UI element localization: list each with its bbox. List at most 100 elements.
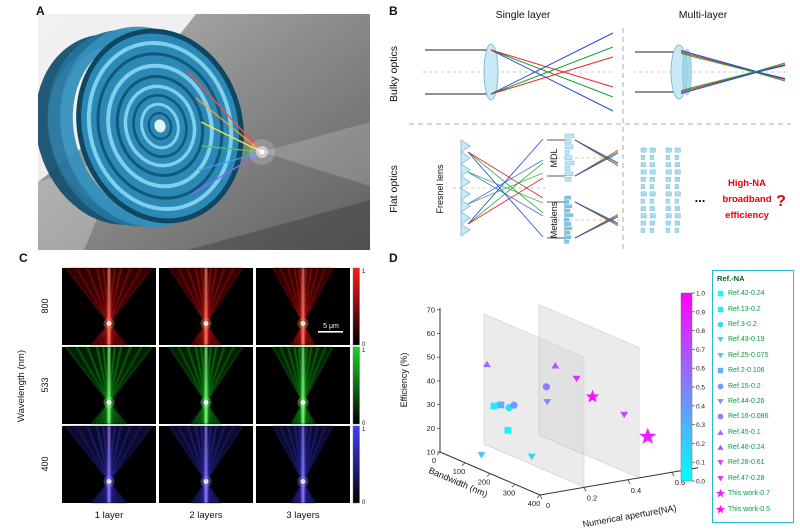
triangle-up-icon [717, 444, 724, 450]
rect-shape [640, 162, 646, 168]
rect-shape [674, 184, 679, 189]
square-icon [717, 367, 724, 374]
question-mark: ? [776, 193, 786, 210]
line-shape [290, 267, 334, 346]
colorbar-tick-label: 0.3 [696, 422, 705, 429]
exit-beam [262, 122, 370, 186]
colorbar-max: 1 [362, 269, 366, 275]
rect-shape [640, 228, 645, 233]
legend-entry: Ref.42-0.24 [715, 286, 793, 301]
colorbar-green [352, 346, 360, 425]
legend-entries: Ref.42-0.24 Ref.13-0.2 Ref.3-0.2 Ref.43-0.1… [715, 286, 793, 517]
rect-shape [649, 206, 655, 211]
square-marker [717, 367, 724, 374]
focusing-rainbow-rays [187, 71, 263, 195]
rect-shape [674, 228, 679, 233]
colorbar-max: 1 [362, 427, 366, 433]
rect-shape [564, 139, 572, 144]
line-shape [201, 425, 217, 504]
star-marker [715, 488, 726, 498]
rect-shape [649, 213, 656, 219]
line-shape [187, 425, 214, 504]
line-shape [91, 346, 153, 425]
rect-shape [649, 169, 656, 175]
fresnel-lens-element [460, 139, 471, 237]
metalens-rays [574, 201, 619, 239]
rect-shape [565, 226, 573, 231]
focal-spot [203, 320, 209, 327]
square-marker [717, 306, 724, 312]
beam-pattern [65, 425, 153, 504]
legend-entry: This work-0.5 [715, 501, 793, 516]
bandwidth-tick-label: 300 [503, 488, 516, 497]
sim-image-800nm-3-layer [256, 267, 350, 346]
rect-shape [665, 147, 672, 153]
line-shape [539, 494, 543, 500]
legend-entry-label: Ref.15-0.2 [728, 382, 761, 390]
legend-entry-label: Ref.2-0.106 [728, 367, 765, 375]
triangle-down-icon [717, 337, 724, 343]
focal-spot [203, 399, 209, 406]
legend-entry: Ref.28-0.61 [715, 455, 793, 470]
legend-entry: Ref.3-0.2 [715, 317, 793, 332]
line-shape [100, 346, 132, 425]
doublet-lens-back [682, 48, 692, 96]
rect-shape [649, 184, 654, 189]
line-shape [76, 267, 123, 346]
efficiency-tick-label: 50 [427, 353, 435, 362]
rect-shape [565, 200, 570, 204]
rect-shape [565, 195, 572, 200]
circle-marker [717, 413, 724, 420]
rect-shape [665, 191, 672, 197]
beam-pattern [65, 267, 153, 346]
triangle-up-icon [717, 429, 724, 435]
na-tick-label: 0.4 [631, 486, 641, 495]
rect-shape [649, 176, 655, 182]
triangle-down-marker [717, 337, 724, 343]
beam-pattern [65, 346, 153, 425]
triangle-up-marker [717, 429, 724, 435]
circle-icon [717, 383, 724, 389]
panel-c-simulations: Wavelength (nm) 800 533 400 1 0 1 0 1 0 … [15, 253, 387, 530]
line-shape [76, 346, 123, 425]
scatter-point [542, 383, 551, 391]
rect-shape [665, 169, 672, 175]
line-shape [290, 346, 334, 425]
scatter-point [510, 401, 518, 409]
rect-shape [674, 155, 679, 160]
rect-shape [565, 231, 571, 235]
scatter-point [543, 399, 552, 406]
legend-entry: Ref.13-0.2 [715, 301, 793, 316]
panel-label-c: C [19, 251, 28, 265]
line-shape [86, 346, 118, 425]
rect-shape [640, 198, 645, 204]
legend-entry: Ref.2-0.106 [715, 363, 793, 378]
line-shape [103, 346, 122, 425]
line-shape [96, 267, 115, 346]
fresnel-rays [467, 138, 544, 238]
beam-pattern [272, 425, 334, 504]
rect-shape [649, 220, 655, 226]
scatter-point [527, 453, 536, 461]
line-shape [272, 346, 316, 425]
bandwidth-tick-label: 200 [478, 478, 491, 487]
line-shape [76, 425, 123, 504]
line-shape [279, 346, 313, 425]
legend-entry-label: Ref.3-0.2 [728, 320, 757, 328]
legend-entry: Ref.16-0.086 [715, 409, 793, 424]
triangle-down-marker [717, 460, 724, 466]
chromatic-rays [490, 32, 614, 112]
panel-b-schematic: Single layer Multi-layer Bulky optics Fl… [385, 6, 797, 252]
scatter-point [504, 426, 512, 434]
lens-render-image [35, 14, 370, 250]
rect-shape [674, 191, 681, 197]
efficiency-tick-label: 20 [427, 424, 435, 433]
diagram-bulky-multi-layer [633, 44, 787, 100]
beam-pattern [272, 267, 334, 346]
plot-legend: Ref.-NA Ref.42-0.24 Ref.13-0.2 Ref.3-0.2 Re… [712, 270, 794, 523]
rect-shape [674, 206, 680, 211]
rect-shape [565, 209, 571, 213]
line-shape [194, 267, 234, 346]
line-shape [290, 425, 334, 504]
simulation-grid [62, 267, 350, 504]
